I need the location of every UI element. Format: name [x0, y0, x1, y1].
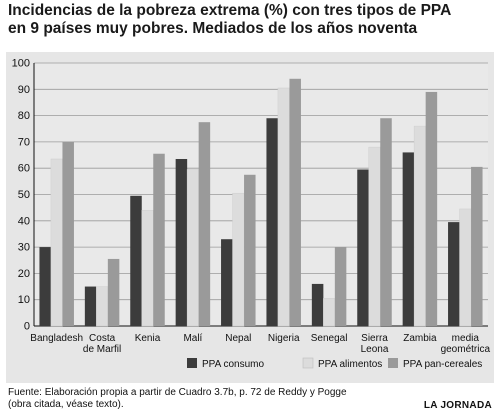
bar-bangladesh-1 [39, 247, 51, 326]
legend-swatch-1 [187, 358, 197, 368]
source-line-2: (obra citada, véase texto). [8, 399, 124, 410]
y-tick-label-90: 90 [18, 84, 30, 96]
y-tick-label-10: 10 [18, 294, 30, 306]
x-tick-label-nepal: Nepal [225, 333, 251, 344]
x-tick-label-senegal: Senegal [311, 333, 348, 344]
legend-label-1: PPA consumo [202, 359, 265, 370]
bar-kenia-2 [141, 210, 154, 327]
legend-label-2: PPA alimentos [318, 359, 382, 370]
source-note: Fuente: Elaboración propia a partir de C… [8, 387, 388, 411]
bar-media-geométrica-3 [471, 166, 483, 326]
bar-zambia-3 [425, 91, 438, 327]
bar-nepal-2 [232, 192, 245, 327]
bar-nigeria-1 [266, 118, 278, 326]
bar-senegal-2 [323, 298, 336, 327]
bar-media-geométrica-2 [459, 208, 472, 327]
x-tick-label-zambia: Zambia [403, 333, 437, 344]
bar-nepal-3 [244, 174, 256, 326]
bar-bangladesh-2 [50, 158, 63, 327]
bar-malí-3 [198, 122, 211, 326]
bar-nepal-1 [221, 239, 233, 326]
chart-title-line-1: Incidencias de la pobreza extrema (%) co… [8, 2, 452, 19]
publisher-credit: LA JORNADA [423, 400, 492, 411]
y-tick-label-50: 50 [18, 189, 30, 201]
x-tick-label-malí: Malí [183, 333, 202, 344]
bar-sierra-leona-2 [368, 146, 381, 327]
y-tick-label-60: 60 [18, 163, 30, 175]
x-tick-label-kenia: Kenia [135, 333, 161, 344]
y-tick-label-70: 70 [18, 136, 30, 148]
x-tick-label-costa-de-marfil: Costa de Marfil [83, 333, 121, 355]
y-tick-label-100: 100 [12, 58, 30, 70]
source-line-1: Fuente: Elaboración propia a partir de C… [8, 387, 347, 398]
legend-label-3: PPA pan-cereales [403, 359, 482, 370]
chart-title: Incidencias de la pobreza extrema (%) co… [8, 2, 498, 38]
bar-costa-de-marfil-2 [96, 286, 109, 327]
bar-chart: 0 10 20 30 40 50 60 70 80 90 100 Bangladesh Costa de … [12, 58, 491, 371]
y-tick-label-0: 0 [24, 321, 30, 333]
y-tick-label-30: 30 [18, 242, 30, 254]
bar-costa-de-marfil-1 [84, 286, 97, 326]
bar-malí-2 [186, 169, 199, 327]
y-tick-label-40: 40 [18, 215, 30, 227]
bar-nigeria-2 [277, 87, 290, 327]
bar-kenia-3 [153, 153, 165, 326]
bar-sierra-leona-3 [380, 118, 392, 326]
x-tick-label-bangladesh: Bangladesh [30, 333, 83, 344]
chart-title-line-2: en 9 países muy pobres. Mediados de los … [8, 20, 418, 37]
legend-swatch-2 [302, 357, 314, 369]
x-tick-label-nigeria: Nigeria [268, 333, 300, 344]
plot-panel: 0 10 20 30 40 50 60 70 80 90 100 Bangladesh Costa de … [6, 52, 494, 383]
bar-zambia-2 [413, 125, 426, 327]
y-tick-label-80: 80 [18, 110, 30, 122]
x-tick-label-media-geométrica: media geométrica [441, 333, 491, 355]
legend-swatch-3 [388, 358, 398, 368]
bar-senegal-3 [334, 247, 347, 326]
bar-malí-1 [175, 158, 188, 326]
bar-nigeria-3 [289, 78, 301, 326]
bar-costa-de-marfil-3 [107, 258, 120, 326]
bar-media-geométrica-1 [448, 222, 460, 326]
bar-sierra-leona-1 [357, 169, 369, 326]
y-tick-label-20: 20 [18, 268, 30, 280]
bar-bangladesh-3 [62, 141, 74, 326]
bar-senegal-1 [311, 283, 324, 326]
bar-kenia-1 [130, 195, 142, 326]
x-tick-label-sierra-leona: Sierra Leona [361, 333, 389, 355]
bar-zambia-1 [402, 152, 415, 326]
